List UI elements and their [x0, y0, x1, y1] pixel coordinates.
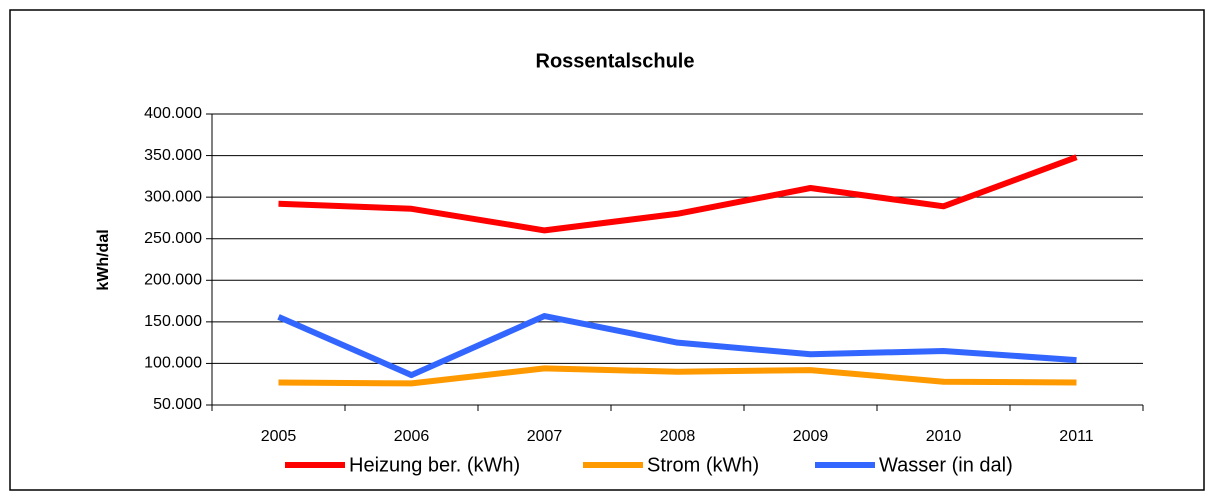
x-tick-label: 2010	[926, 428, 962, 445]
x-tick-label: 2006	[394, 428, 430, 445]
y-tick-label: 300.000	[144, 188, 202, 205]
line-series	[278, 365, 1077, 387]
y-tick-label: 250.000	[144, 230, 202, 247]
line-series	[277, 313, 1077, 379]
chart-title: Rossentalschule	[536, 50, 695, 72]
x-tick-label: 2007	[527, 428, 563, 445]
legend-label: Strom (kWh)	[647, 454, 759, 476]
legend-label: Heizung ber. (kWh)	[349, 454, 520, 476]
y-tick-label: 200.000	[144, 272, 202, 289]
y-tick-label: 350.000	[144, 147, 202, 164]
x-tick-label: 2011	[1059, 428, 1094, 445]
x-tick-label: 2005	[261, 428, 297, 445]
x-tick-label: 2008	[660, 428, 696, 445]
x-tick-label: 2009	[793, 428, 829, 445]
chart-frame	[9, 9, 1205, 491]
y-axis-label: kWh/dal	[95, 229, 112, 290]
line-series	[278, 154, 1078, 234]
legend-label: Wasser (in dal)	[879, 454, 1013, 476]
y-tick-label: 100.000	[144, 355, 202, 372]
y-tick-label: 400.000	[144, 105, 202, 122]
y-tick-label: 50.000	[153, 396, 202, 413]
y-tick-label: 150.000	[144, 313, 202, 330]
